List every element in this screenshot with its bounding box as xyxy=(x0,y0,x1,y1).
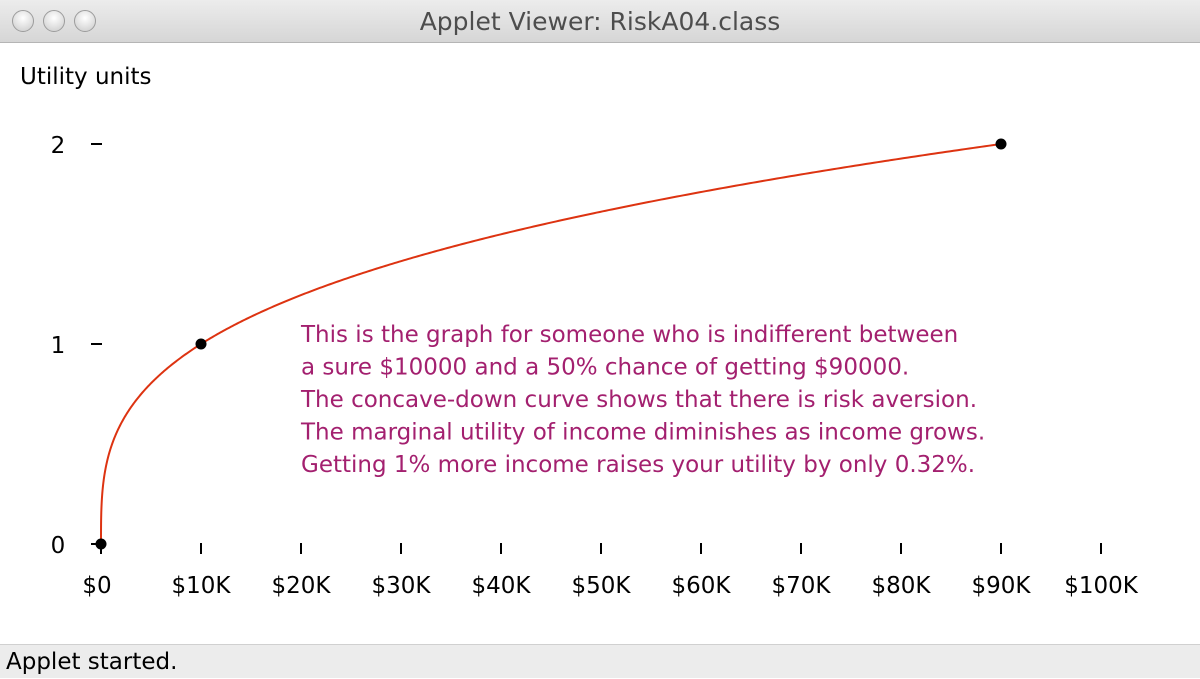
x-tick-label: $100K xyxy=(1064,573,1139,599)
title-bar[interactable]: Applet Viewer: RiskA04.class xyxy=(0,0,1200,43)
y-tick-label: 1 xyxy=(51,333,66,359)
window-title: Applet Viewer: RiskA04.class xyxy=(419,7,781,36)
x-tick-label: $60K xyxy=(672,573,732,599)
x-tick-label: $80K xyxy=(872,573,932,599)
y-axis-label: Utility units xyxy=(20,64,152,90)
data-point xyxy=(95,538,107,550)
x-tick-label: $70K xyxy=(772,573,832,599)
x-tick-label: $90K xyxy=(972,573,1032,599)
y-tick-label: 2 xyxy=(51,133,66,159)
y-axis-ticks: 0 1 2 xyxy=(51,133,102,559)
x-tick-label: $30K xyxy=(372,573,432,599)
annotation-line: The marginal utility of income diminishe… xyxy=(300,420,985,446)
annotation-text: This is the graph for someone who is ind… xyxy=(300,322,985,478)
x-tick-label: $20K xyxy=(272,573,332,599)
data-points xyxy=(95,138,1007,550)
annotation-line: a sure $10000 and a 50% chance of gettin… xyxy=(301,355,909,381)
x-tick-label: $0 xyxy=(82,573,111,599)
x-tick-label: $40K xyxy=(472,573,532,599)
status-bar: Applet started. xyxy=(0,644,1200,678)
data-point xyxy=(995,138,1007,150)
annotation-line: This is the graph for someone who is ind… xyxy=(300,322,958,348)
utility-chart: Utility units 0 1 2 $0 $10K $20K $30K $40K $50K… xyxy=(20,64,1139,599)
utility-curve xyxy=(100,143,1002,544)
annotation-line: The concave-down curve shows that there … xyxy=(300,387,977,413)
close-window-icon[interactable] xyxy=(12,10,34,32)
minimize-window-icon[interactable] xyxy=(43,10,65,32)
x-tick-label: $10K xyxy=(172,573,232,599)
x-tick-label: $50K xyxy=(572,573,632,599)
data-point xyxy=(195,338,207,350)
applet-canvas: Utility units 0 1 2 $0 $10K $20K $30K $40K $50K… xyxy=(0,43,1200,644)
annotation-line: Getting 1% more income raises your utili… xyxy=(301,452,975,478)
x-axis-ticks: $0 $10K $20K $30K $40K $50K $60K $70K $80K $90K $1… xyxy=(82,543,1139,599)
y-tick-label: 0 xyxy=(51,533,66,559)
zoom-window-icon[interactable] xyxy=(74,10,96,32)
